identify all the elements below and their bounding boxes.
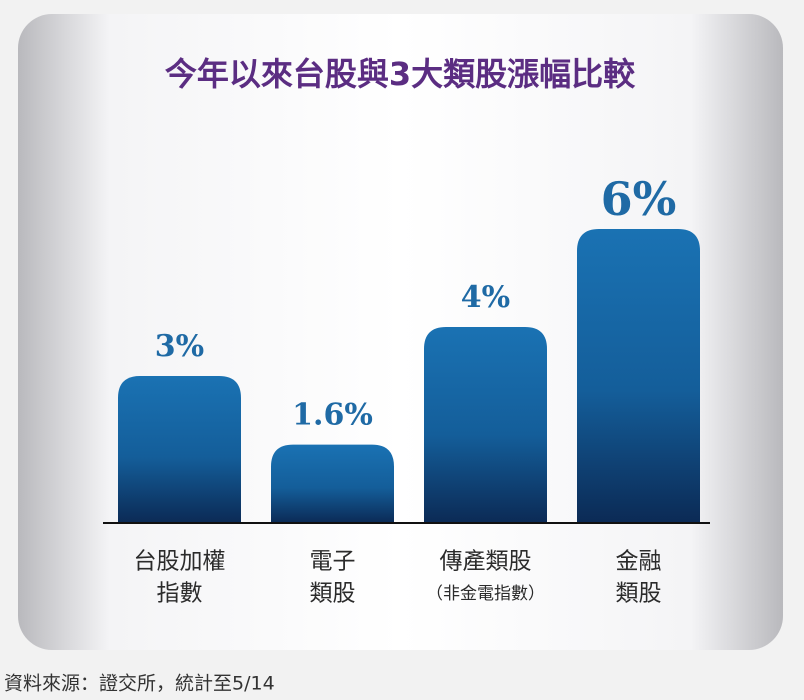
value-label: 4% (461, 280, 510, 315)
bar (271, 444, 394, 523)
x-tick-label: 電子 (310, 549, 356, 575)
x-tick-label: 傳產類股 (440, 549, 532, 575)
value-label: 6% (601, 172, 677, 226)
x-tick-label: 類股 (310, 581, 356, 607)
x-tick-label: 類股 (616, 581, 662, 607)
x-tick-label: （非金電指數） (426, 584, 545, 604)
source-note: 資料來源：證交所，統計至5/14 (4, 673, 275, 695)
x-tick-label: 金融 (616, 549, 662, 575)
bar (118, 376, 241, 523)
x-tick-label: 台股加權 (134, 549, 226, 575)
chart-title: 今年以來台股與3大類股漲幅比較 (165, 55, 636, 93)
bar (577, 229, 700, 523)
value-label: 1.6% (292, 398, 373, 433)
x-tick-label: 指數 (157, 581, 203, 607)
bar (424, 327, 547, 523)
value-label: 3% (155, 329, 204, 364)
